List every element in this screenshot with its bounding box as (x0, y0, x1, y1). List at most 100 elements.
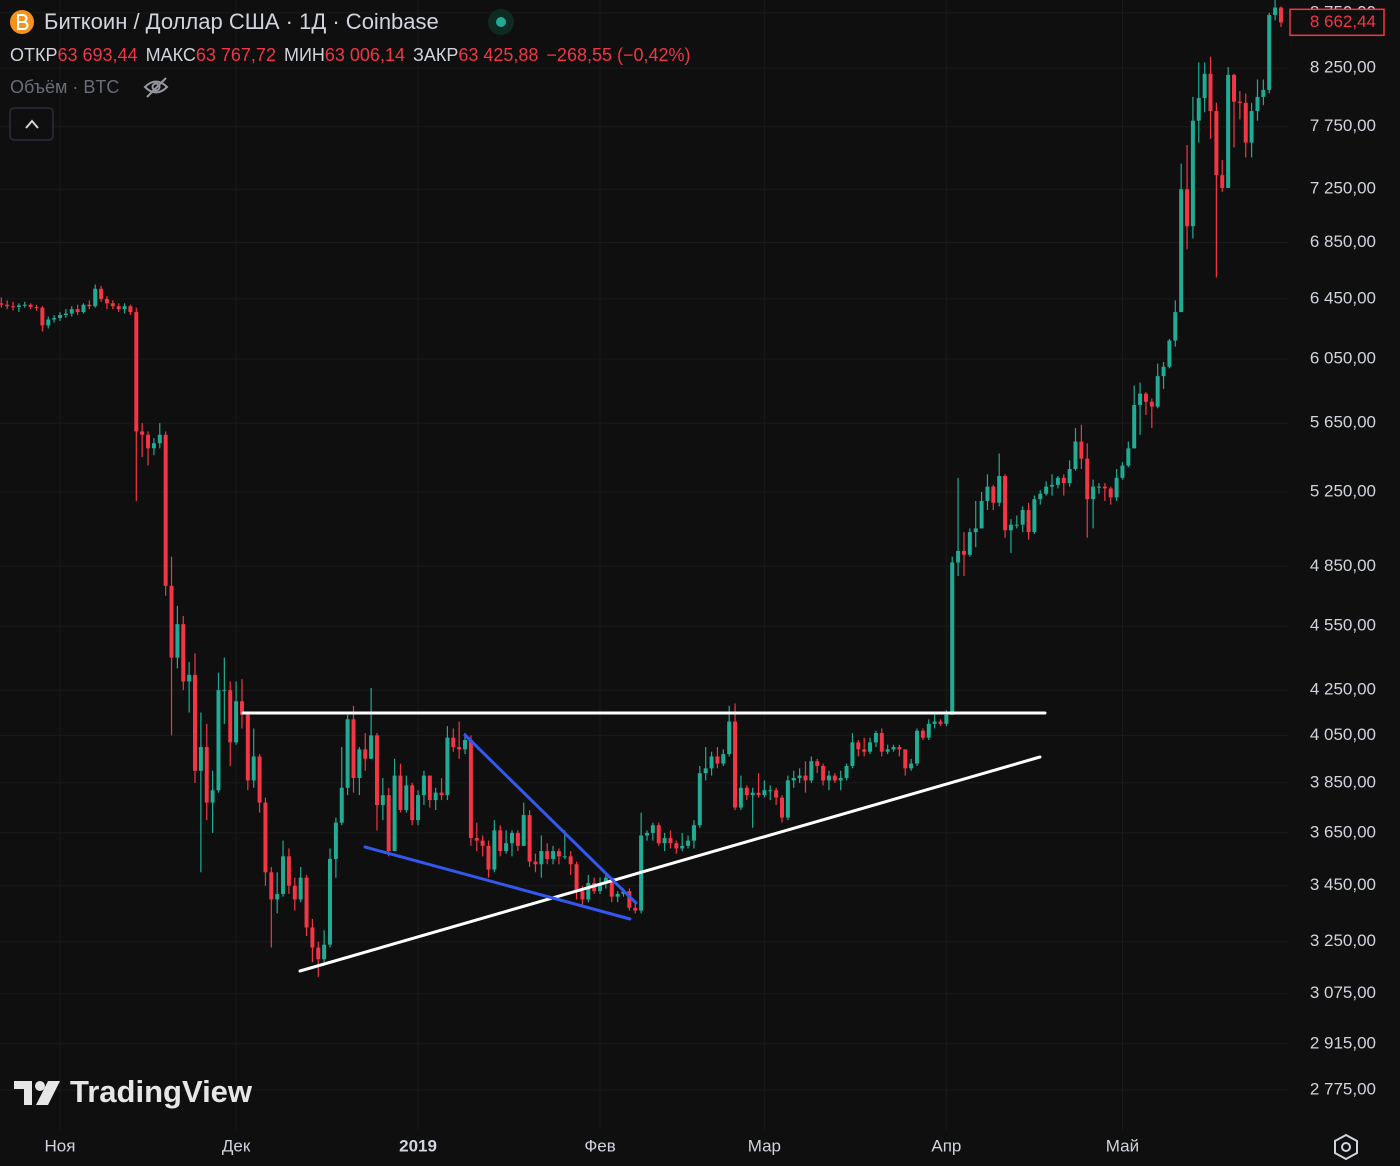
y-tick-label: 4 250,00 (1310, 680, 1376, 699)
wedge-upper-line (463, 733, 638, 905)
candle-body (52, 318, 57, 320)
candle-body (598, 883, 603, 892)
candle-body (668, 838, 673, 844)
candle-body (650, 825, 655, 833)
candle-body (1261, 89, 1266, 97)
candle-body (932, 721, 937, 724)
candle-body (175, 624, 180, 658)
candle-body (762, 790, 767, 796)
candle-body (286, 856, 291, 886)
candle-body (1190, 120, 1195, 227)
candle-body (46, 319, 51, 326)
y-tick-label: 3 250,00 (1310, 931, 1376, 950)
candle-body (1073, 441, 1078, 470)
candle-body (122, 306, 127, 310)
candle-body (1249, 111, 1254, 143)
candle-body (222, 690, 227, 692)
x-tick-label: Май (1106, 1136, 1139, 1155)
high-label: МАКС (146, 45, 196, 65)
y-tick-label: 3 650,00 (1310, 822, 1376, 841)
candle-body (234, 701, 239, 743)
y-tick-label: 2 775,00 (1310, 1079, 1376, 1098)
candle-body (733, 721, 738, 808)
candle-body (81, 304, 86, 313)
market-status-dot[interactable] (496, 17, 506, 27)
collapse-button[interactable] (9, 107, 54, 141)
candle-body (474, 838, 479, 841)
candle-body (363, 749, 368, 759)
candle-body (87, 304, 92, 307)
candle-body (210, 790, 215, 803)
candle-body (257, 756, 262, 803)
candle-body (57, 315, 62, 319)
candle-body (785, 780, 790, 818)
candle-body (950, 562, 955, 715)
candle-body (504, 843, 509, 852)
candle-body (322, 944, 327, 960)
candle-body (873, 733, 878, 743)
candle-body (93, 288, 98, 307)
candles (0, 0, 1283, 978)
close-label: ЗАКР (413, 45, 458, 65)
candle-body (809, 761, 814, 781)
candle-body (40, 307, 45, 326)
low-value: 63 006,14 (325, 45, 405, 65)
candle-body (756, 792, 761, 796)
candle-body (715, 756, 720, 764)
candle-body (562, 856, 567, 858)
candle-body (5, 304, 10, 307)
hide-indicator-icon[interactable] (143, 77, 169, 98)
candle-body (750, 792, 755, 796)
high-value: 63 767,72 (196, 45, 276, 65)
candle-body (609, 877, 614, 897)
candle-body (533, 861, 538, 865)
candle-body (697, 773, 702, 826)
candle-body (1102, 486, 1107, 489)
candle-body (11, 306, 16, 308)
candle-body (885, 749, 890, 752)
candle-body (468, 740, 473, 839)
candle-body (1185, 189, 1190, 227)
collapse-button-frame (9, 107, 54, 141)
candle-body (351, 719, 356, 779)
y-tick-label: 6 450,00 (1310, 288, 1376, 307)
candle-body (791, 778, 796, 781)
candle-body (1173, 312, 1178, 341)
candle-body (1226, 74, 1231, 188)
candle-body (333, 822, 338, 859)
candle-body (674, 843, 679, 849)
candle-body (22, 304, 27, 306)
candle-body (398, 775, 403, 811)
candle-body (157, 434, 162, 444)
y-tick-label: 8 250,00 (1310, 58, 1376, 77)
candle-body (738, 787, 743, 808)
candle-body (310, 927, 315, 948)
candle-body (856, 742, 861, 750)
candle-body (1091, 486, 1096, 500)
last-price-box (1289, 8, 1385, 37)
symbol-title: Биткоин / Доллар США · 1Д · Coinbase (44, 9, 439, 34)
y-tick-label: 7 250,00 (1310, 179, 1376, 198)
open-label: ОТКР (10, 45, 58, 65)
candle-body (1214, 111, 1219, 176)
candle-body (163, 434, 168, 586)
candle-body (1003, 476, 1008, 531)
candle-body (815, 761, 820, 766)
candle-body (826, 775, 831, 781)
y-tick-label: 7 750,00 (1310, 116, 1376, 135)
candle-body (909, 763, 914, 769)
candle-body (838, 778, 843, 781)
candle-body (480, 840, 485, 846)
candle-body (1208, 73, 1213, 112)
candle-body (780, 797, 784, 818)
last-price-label: 8 662,44 (1310, 12, 1376, 31)
candle-body (691, 825, 696, 841)
candle-body (193, 674, 197, 771)
settings-button[interactable] (1334, 1133, 1358, 1161)
candle-body (1014, 524, 1019, 526)
candle-body (967, 532, 972, 555)
candle-body (1138, 393, 1143, 406)
candle-body (245, 714, 250, 781)
candle-body (134, 312, 139, 432)
